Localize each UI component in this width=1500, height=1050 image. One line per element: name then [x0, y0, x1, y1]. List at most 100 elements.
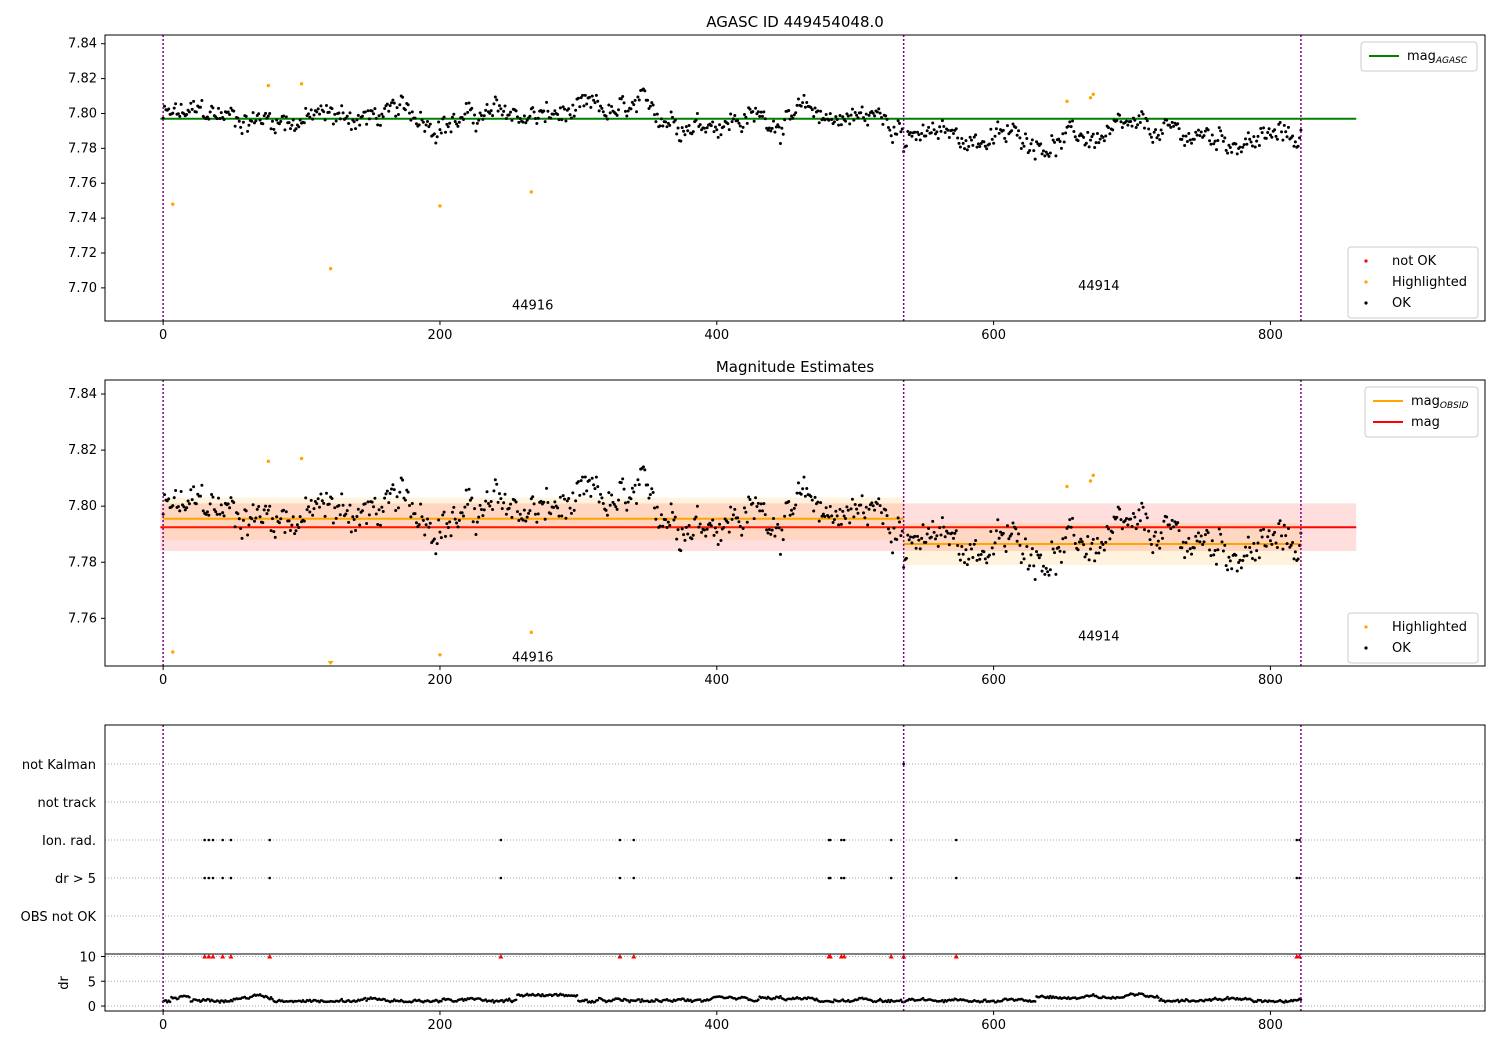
ok-point — [1048, 568, 1052, 572]
ok-point — [319, 492, 323, 496]
ok-point — [593, 487, 597, 491]
ok-point — [1004, 549, 1008, 553]
ok-point — [298, 118, 302, 122]
ok-point — [881, 522, 885, 526]
ok-point — [774, 125, 778, 129]
ok-point — [599, 104, 603, 108]
ok-point — [374, 116, 378, 120]
ok-point — [1274, 541, 1278, 545]
ok-point — [1003, 544, 1007, 548]
p1-obsid-label: 44916 — [512, 298, 553, 313]
ok-point — [190, 107, 194, 111]
ok-point — [1050, 134, 1054, 138]
ok-point — [403, 498, 407, 502]
ok-point — [305, 508, 309, 512]
dr-ytick-label: 0 — [88, 1000, 96, 1015]
ok-point — [406, 490, 410, 494]
ok-point — [294, 529, 298, 533]
ok-point — [308, 510, 312, 514]
dr-clipped-marker — [827, 953, 833, 959]
ok-point — [380, 505, 384, 509]
ok-point — [976, 553, 980, 557]
ok-point — [1296, 557, 1300, 561]
ok-point — [889, 134, 893, 138]
ok-point — [621, 477, 625, 481]
ok-point — [866, 123, 870, 127]
ok-point — [244, 114, 248, 118]
dr-point — [1183, 999, 1186, 1003]
ok-point — [525, 118, 529, 122]
ok-point — [1154, 530, 1158, 534]
ok-point — [914, 546, 918, 550]
ok-point — [579, 479, 583, 483]
ok-point — [583, 93, 587, 97]
ok-point — [373, 496, 377, 500]
ok-point — [222, 514, 226, 518]
ok-point — [172, 496, 176, 500]
dr-clipped-marker — [617, 953, 623, 959]
ok-point — [489, 109, 493, 113]
panel3-frame — [104, 724, 1486, 1012]
ok-point — [621, 95, 625, 99]
ok-point — [839, 123, 843, 127]
ok-point — [754, 106, 758, 110]
ok-point — [315, 502, 319, 506]
ok-point — [1219, 129, 1223, 133]
ok-point — [468, 498, 472, 502]
ok-point — [968, 135, 972, 139]
ok-point — [848, 521, 852, 525]
ok-point — [1076, 139, 1080, 143]
ok-point — [514, 109, 518, 113]
ok-point — [587, 95, 591, 99]
ok-point — [265, 116, 269, 120]
ok-point — [229, 106, 233, 110]
ok-point — [978, 145, 982, 149]
ok-point — [982, 550, 986, 554]
ok-point — [863, 119, 867, 123]
ok-point — [985, 561, 989, 565]
ok-point — [783, 118, 787, 122]
ok-point — [787, 109, 791, 113]
ok-point — [867, 507, 871, 511]
ok-point — [832, 518, 836, 522]
ok-point — [1158, 546, 1162, 550]
ok-point — [190, 498, 194, 502]
ok-point — [1129, 119, 1133, 123]
p2-xtick-label: 400 — [704, 673, 729, 688]
ok-point — [384, 492, 388, 496]
ok-point — [432, 537, 436, 541]
ok-point — [859, 111, 863, 115]
ok-point — [659, 513, 663, 517]
ok-point — [1177, 127, 1181, 131]
ok-point — [471, 121, 475, 125]
ok-point — [1137, 114, 1141, 118]
ok-point — [337, 504, 341, 508]
dr-point — [671, 1000, 674, 1003]
ok-point — [946, 531, 950, 535]
dr-clipped-marker — [228, 953, 234, 959]
ok-point — [787, 499, 791, 503]
ok-point — [853, 110, 857, 114]
ok-point — [1057, 137, 1061, 141]
flag-row-label: not Kalman — [22, 758, 96, 773]
ok-point — [435, 135, 439, 139]
ok-point — [961, 141, 965, 145]
ok-point — [1077, 540, 1081, 544]
ok-point — [593, 101, 597, 105]
ok-point — [1066, 124, 1070, 128]
ok-point — [1152, 534, 1156, 538]
ok-point — [1220, 134, 1224, 138]
ok-point — [772, 119, 776, 123]
dr-ytick-label: 10 — [79, 950, 96, 965]
ok-point — [496, 500, 500, 504]
ok-point — [207, 513, 211, 517]
ok-point — [608, 503, 612, 507]
ok-point — [358, 523, 362, 527]
ok-point — [1066, 525, 1070, 529]
ok-point — [950, 531, 954, 535]
ok-point — [311, 117, 315, 121]
ok-point — [954, 529, 958, 533]
ok-point — [731, 117, 735, 121]
ok-point — [927, 526, 931, 530]
ok-point — [1047, 154, 1051, 158]
